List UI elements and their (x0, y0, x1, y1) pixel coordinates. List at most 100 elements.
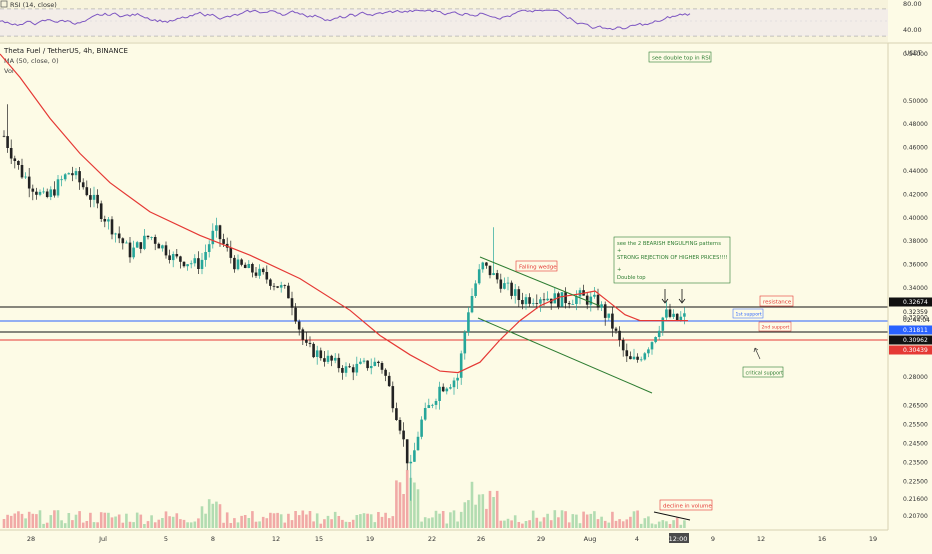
candle-body (272, 285, 276, 287)
volume-bar (557, 517, 560, 528)
candle-body (344, 366, 348, 373)
candle-body (369, 366, 373, 369)
volume-bar (81, 522, 85, 528)
volume-bar (575, 514, 578, 528)
ma-legend-label: MA (50, close, 0) (4, 57, 59, 65)
volume-bar (549, 520, 553, 528)
volume-bar (49, 515, 53, 528)
candle-body (236, 259, 240, 270)
volume-bar (92, 522, 96, 528)
volume-bar (351, 519, 355, 528)
volume-bar (441, 511, 445, 528)
candle-body (175, 254, 179, 257)
candle-body (521, 300, 524, 305)
candle-body (276, 286, 279, 288)
volume-bar (251, 511, 254, 528)
rsi-line (0, 9, 691, 31)
price-tick-label: 0.22500 (903, 479, 928, 486)
candle-body (71, 173, 74, 176)
time-tick-label: 8 (211, 535, 215, 543)
volume-bar (96, 522, 99, 528)
volume-bar (305, 514, 308, 528)
price-tick-label: 0.28000 (903, 374, 928, 381)
annotation-falling-wedge: Falling wedge (515, 260, 558, 272)
volume-bar (467, 500, 470, 528)
candle-body (456, 377, 459, 381)
candle-body (596, 294, 600, 308)
candle-body (182, 261, 186, 267)
volume-bar (456, 521, 459, 528)
annotation-box (758, 321, 792, 332)
candle-body (319, 350, 323, 359)
candle-body (56, 179, 60, 196)
candle-body (96, 194, 99, 204)
candle-body (168, 255, 171, 260)
candle-body (269, 279, 272, 286)
candle-body (488, 265, 492, 276)
volume-bar (510, 520, 513, 528)
volume-bar (164, 511, 168, 528)
volume-bar (258, 521, 261, 528)
volume-bar (495, 490, 499, 528)
volume-bar (283, 522, 287, 528)
volume-bar (420, 521, 423, 528)
candle-body (438, 386, 441, 401)
volume-bar (42, 523, 45, 528)
volume-bar (413, 482, 416, 528)
candle-body (132, 247, 135, 258)
candle-body (161, 245, 164, 249)
annotation-text: decline in volume (663, 504, 712, 510)
candle-body (323, 358, 326, 362)
candle-body (373, 361, 377, 366)
volume-bar (297, 515, 301, 528)
annotation-box (732, 308, 764, 319)
volume-bar (571, 514, 575, 528)
candle-body (513, 289, 517, 296)
volume-bar (614, 520, 618, 528)
time-tick-label: 22 (428, 535, 436, 543)
candle-body (251, 264, 254, 273)
price-label-text: 0.32359 (903, 309, 928, 316)
volume-bar (359, 514, 362, 528)
candle-body (355, 363, 359, 373)
candle-body (441, 386, 445, 392)
rsi-collapse-icon[interactable] (0, 0, 8, 8)
candles (2, 104, 686, 501)
annotation-resistance: resistance (759, 295, 794, 307)
candle-body (359, 361, 362, 364)
volume-bar (45, 522, 49, 528)
volume-bar (344, 521, 348, 528)
volume-bar (85, 521, 89, 528)
candle-body (17, 161, 20, 165)
candle-body (564, 292, 567, 304)
candle-body (103, 219, 107, 222)
volume-bar (481, 494, 485, 528)
candle-body (683, 313, 686, 317)
volume-bar (139, 514, 143, 528)
candle-body (63, 174, 67, 180)
candle-body (207, 244, 211, 252)
candle-body (211, 230, 215, 245)
candle-body (330, 355, 333, 361)
rsi-tick-40: 40.00 (903, 26, 922, 34)
candle-body (315, 350, 319, 357)
price-axis[interactable]: USDT 0.54000 0.50000 0.48000 0.46000 0.44000… (887, 43, 932, 530)
price-tick-label: 0.42000 (903, 191, 928, 198)
volume-bar (639, 523, 643, 528)
volume-bar (431, 517, 434, 528)
candle-body (200, 259, 204, 269)
time-axis[interactable]: 28 Jul 5 8 12 15 19 22 26 29 Aug 4 12:00 9 12 16 19 (0, 529, 888, 543)
candle-body (35, 191, 38, 195)
volume-bar (621, 521, 625, 528)
candle-body (607, 313, 611, 318)
annotation-text: Falling wedge (519, 265, 557, 271)
rsi-tick-80: 80.00 (903, 0, 922, 8)
candle-body (283, 285, 287, 286)
volume-bar (582, 511, 585, 528)
candle-body (67, 173, 71, 175)
wedge-lower-line (477, 317, 653, 394)
volume-bar (287, 513, 290, 528)
candle-body (413, 450, 416, 462)
